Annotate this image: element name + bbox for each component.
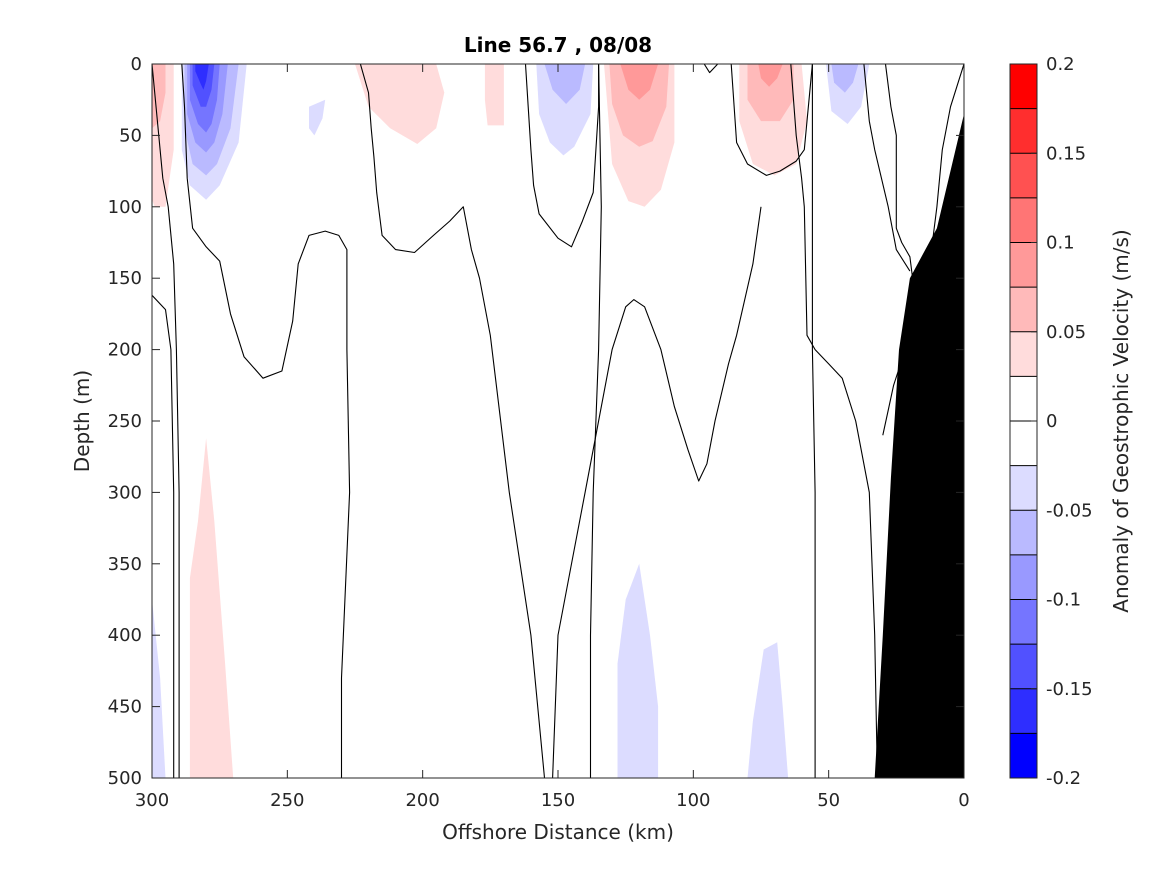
colorbar-swatch — [1010, 554, 1037, 600]
y-tick-label: 200 — [108, 340, 142, 361]
x-tick-label: 300 — [135, 790, 169, 811]
x-tick-label: 150 — [541, 790, 575, 811]
anomaly-region-core-120 — [620, 64, 659, 100]
contour-line — [703, 64, 719, 74]
colorbar-tick-label: -0.1 — [1046, 590, 1081, 611]
colorbar-swatch — [1010, 599, 1037, 645]
plot-background — [152, 64, 964, 778]
colorbar-swatch — [1010, 510, 1037, 555]
anomaly-region-deep-300 — [152, 599, 166, 778]
bathymetry-seafloor — [874, 114, 964, 778]
y-tick-label: 300 — [108, 482, 142, 503]
x-axis: 300 250 200 150 100 50 0 — [135, 64, 970, 811]
y-tick-label: 250 — [108, 411, 142, 432]
contour-line — [552, 206, 762, 778]
colorbar-tick-label: -0.15 — [1046, 679, 1093, 700]
x-tick-label: 100 — [676, 790, 710, 811]
contour-line — [811, 64, 816, 778]
x-tick-label: 200 — [405, 790, 439, 811]
colorbar-swatch — [1010, 465, 1037, 511]
contour-line — [730, 64, 813, 176]
colorbar-tick-label: 0.15 — [1046, 143, 1086, 164]
y-axis-label: Depth (m) — [70, 370, 94, 472]
anomaly-region-core-280 — [195, 64, 209, 90]
contour-line — [359, 64, 546, 778]
colorbar-swatch — [1010, 688, 1037, 734]
colorbar-swatch — [1010, 331, 1037, 377]
anomaly-region-core-44 — [831, 64, 859, 93]
colorbar-swatch — [1010, 644, 1037, 689]
colorbar-tick-label: 0.2 — [1046, 54, 1075, 75]
anomaly-region-blob-240 — [309, 99, 326, 136]
contour-line — [589, 64, 602, 778]
y-tick-label: 0 — [131, 54, 142, 75]
anomaly-region-deep-280 — [189, 438, 234, 778]
colorbar: 0.2 0.15 0.1 0.05 0 -0.05 -0.1 -0.15 -0.2 — [1009, 54, 1093, 789]
colorbar-swatch — [1010, 242, 1037, 288]
contour-line-layer — [152, 64, 964, 778]
y-tick-label: 150 — [108, 268, 142, 289]
x-tick-label: 50 — [817, 790, 840, 811]
anomaly-region-deep-122 — [617, 563, 659, 778]
y-tick-label: 350 — [108, 554, 142, 575]
colorbar-swatch — [1010, 64, 1037, 109]
x-axis-label: Offshore Distance (km) — [442, 820, 674, 844]
contour-line — [152, 294, 175, 778]
anomaly-region-core-72 — [747, 64, 794, 122]
colorbar-swatch — [1010, 108, 1037, 154]
y-tick-label: 500 — [108, 768, 142, 789]
anomaly-region-core-120 — [609, 64, 669, 147]
contour-line — [790, 64, 878, 778]
colorbar-tick-label: -0.05 — [1046, 500, 1093, 521]
colorbar-swatch — [1010, 197, 1037, 243]
y-axis: 0 50 100 150 200 250 300 350 400 450 500 — [108, 54, 964, 789]
colorbar-swatch — [1010, 153, 1037, 198]
colorbar-swatch — [1010, 287, 1037, 332]
anomaly-region-core-175 — [484, 64, 504, 126]
colorbar-swatch — [1010, 376, 1037, 421]
anomaly-fill-layer — [152, 64, 870, 778]
anomaly-region-core-210 — [355, 64, 445, 144]
colorbar-tick-label: -0.2 — [1046, 768, 1081, 789]
chart-title: Line 56.7 , 08/08 — [464, 33, 652, 57]
bathymetry-layer — [874, 114, 964, 778]
colorbar-tick-label: 0.1 — [1046, 233, 1075, 254]
anomaly-region-core-300 — [152, 64, 166, 129]
y-tick-label: 400 — [108, 625, 142, 646]
y-tick-label: 100 — [108, 197, 142, 218]
anomaly-region-deep-72 — [747, 642, 789, 778]
colorbar-label: Anomaly of Geostrophic Velocity (m/s) — [1109, 229, 1133, 612]
y-tick-label: 50 — [119, 125, 142, 146]
x-tick-label: 0 — [958, 790, 969, 811]
colorbar-tick-label: 0.05 — [1046, 322, 1086, 343]
anomaly-region-core-72 — [758, 64, 783, 87]
y-tick-label: 450 — [108, 697, 142, 718]
contour-line — [152, 64, 180, 778]
x-tick-label: 250 — [270, 790, 304, 811]
colorbar-swatch — [1010, 733, 1037, 778]
anomaly-region-core-148 — [544, 64, 586, 104]
colorbar-tick-label: 0 — [1046, 411, 1057, 432]
contour-line — [181, 64, 351, 778]
colorbar-swatch — [1010, 421, 1037, 466]
contour-line — [524, 64, 600, 248]
contour-line — [863, 64, 911, 272]
